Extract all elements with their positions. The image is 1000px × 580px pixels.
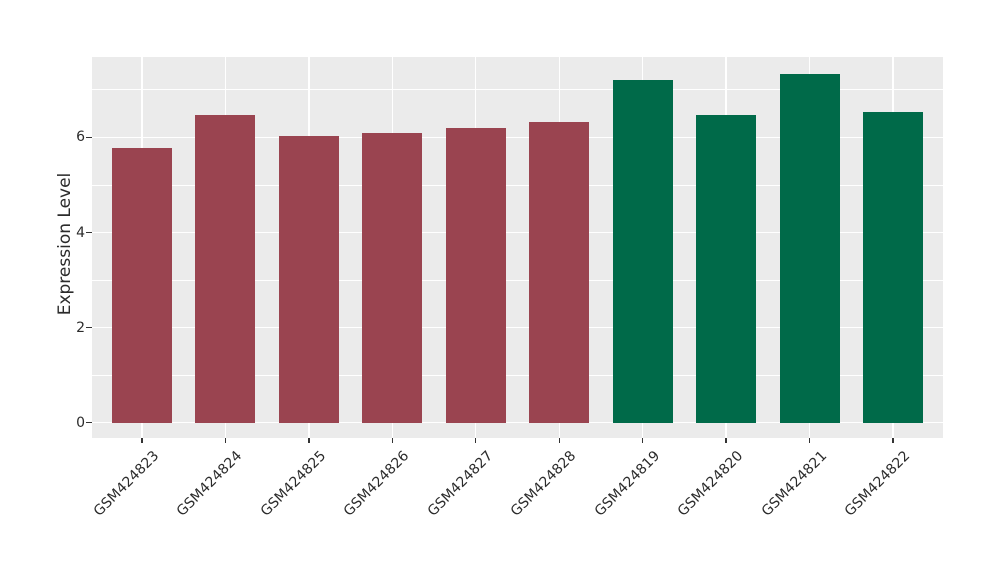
bar bbox=[779, 74, 840, 423]
x-tick-label: GSM424820 bbox=[674, 448, 747, 520]
y-tick-label: 4 bbox=[76, 224, 85, 241]
x-tick-mark bbox=[224, 438, 227, 443]
x-tick-mark bbox=[808, 438, 811, 443]
bar bbox=[862, 112, 923, 423]
x-tick-mark bbox=[391, 438, 393, 443]
y-tick-label: 0 bbox=[76, 414, 85, 431]
bar bbox=[445, 128, 506, 423]
x-tick-label: GSM424822 bbox=[841, 448, 914, 520]
x-tick-label: GSM424821 bbox=[758, 448, 830, 520]
x-tick-label: GSM424827 bbox=[424, 448, 497, 520]
horizontal-minor-gridline bbox=[92, 374, 943, 376]
horizontal-major-gridline bbox=[92, 422, 943, 424]
x-tick-mark bbox=[892, 438, 894, 443]
horizontal-minor-gridline bbox=[92, 89, 943, 91]
x-tick-label: GSM424825 bbox=[257, 448, 330, 520]
bar bbox=[612, 79, 673, 423]
horizontal-minor-gridline bbox=[92, 279, 943, 281]
x-tick-label: GSM424826 bbox=[341, 448, 413, 520]
y-tick-mark bbox=[86, 327, 92, 329]
bar bbox=[696, 114, 757, 423]
horizontal-major-gridline bbox=[92, 231, 943, 234]
y-tick-mark bbox=[86, 422, 92, 424]
x-tick-mark bbox=[725, 438, 727, 443]
horizontal-major-gridline bbox=[92, 136, 943, 139]
plot-panel bbox=[92, 57, 943, 438]
y-axis-label: Expression Level bbox=[55, 172, 75, 316]
bar bbox=[362, 132, 423, 423]
x-tick-mark bbox=[475, 438, 477, 443]
x-tick-mark bbox=[308, 438, 310, 443]
bar bbox=[195, 115, 256, 423]
x-tick-mark bbox=[558, 438, 560, 443]
y-tick-label: 6 bbox=[76, 129, 85, 146]
x-tick-label: GSM424824 bbox=[174, 448, 246, 520]
y-tick-mark bbox=[86, 231, 92, 234]
bar bbox=[529, 122, 590, 423]
x-tick-label: GSM424823 bbox=[90, 448, 163, 520]
x-tick-mark bbox=[141, 438, 143, 443]
y-tick-label: 2 bbox=[76, 319, 85, 336]
horizontal-major-gridline bbox=[92, 326, 943, 329]
x-tick-mark bbox=[642, 438, 644, 443]
bar bbox=[112, 148, 173, 423]
y-tick-mark bbox=[86, 136, 92, 138]
x-tick-label: GSM424819 bbox=[591, 448, 663, 520]
x-tick-label: GSM424828 bbox=[507, 448, 580, 520]
horizontal-minor-gridline bbox=[92, 184, 943, 186]
bar bbox=[278, 135, 339, 423]
